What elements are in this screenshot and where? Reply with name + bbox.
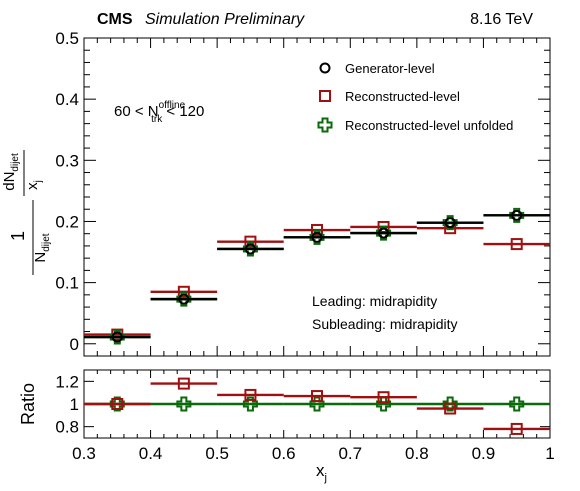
x-tick-label: 0.5 [205, 444, 229, 463]
energy-label: 8.16 TeV [470, 11, 533, 28]
main-data-point [311, 231, 323, 243]
selection-label: 60 < Noffline trk < 120 [114, 100, 204, 125]
leading-note: Leading: midrapidity [312, 293, 437, 309]
ratio-data-point [442, 396, 458, 412]
main-y-tick-label: 0.2 [55, 212, 79, 231]
ratio-data-point [311, 390, 323, 403]
legend-reco-marker [319, 90, 331, 102]
main-data-point [244, 235, 257, 248]
ratio-y-axis-label: Ratio [18, 383, 38, 425]
main-data-point [244, 243, 256, 255]
svg-text:1: 1 [8, 231, 28, 241]
experiment-label: CMS [97, 11, 133, 28]
svg-text:Ndijet: Ndijet [32, 233, 52, 262]
subleading-note: Subleading: midrapidity [312, 316, 458, 332]
ratio-data-point [177, 377, 190, 390]
main-y-tick-label: 0.1 [55, 274, 79, 293]
main-y-tick-label: 0 [70, 335, 79, 354]
main-data-marks [84, 207, 550, 345]
x-tick-label: 0.3 [72, 444, 96, 463]
main-data-point [442, 215, 458, 231]
legend-generator-marker [319, 62, 331, 74]
ratio-data-point [510, 422, 523, 435]
ratio-data-point [377, 391, 390, 404]
main-y-tick-label: 0.3 [55, 151, 79, 170]
main-data-point [311, 224, 323, 237]
x-axis-label: xj [316, 461, 327, 484]
main-axes: 0 0.1 0.2 0.3 0.4 0.5 [55, 29, 551, 356]
main-y-axis-label: 1 Ndijet dNdijet xj [1, 150, 52, 275]
svg-text:xj: xj [24, 180, 44, 190]
legend-generator-label: Generator-level [345, 61, 435, 76]
legend-reco-label: Reconstructed-level [345, 89, 460, 104]
ratio-data-point [244, 388, 257, 401]
ratio-y-tick-label: 1.2 [55, 372, 79, 391]
x-tick-label: 0.4 [139, 444, 163, 463]
x-tick-label: 0.7 [338, 444, 362, 463]
ratio-data-point [109, 396, 125, 412]
main-data-point [178, 293, 190, 305]
main-data-point [509, 207, 525, 223]
status-label: Simulation Preliminary [145, 11, 305, 28]
legend: Generator-level Reconstructed-level Reco… [317, 61, 513, 133]
main-data-point [242, 241, 258, 257]
legend-unfolded-label: Reconstructed-level unfolded [345, 118, 513, 133]
main-data-point [511, 209, 523, 221]
svg-text:dNdijet: dNdijet [1, 153, 21, 191]
ratio-axes: 0.3 0.4 0.5 0.6 0.7 0.8 0.9 1 0.8 1 1.2 [55, 370, 555, 463]
main-data-point [510, 238, 523, 251]
main-data-point [109, 329, 125, 345]
ratio-y-tick-label: 1 [70, 395, 79, 414]
main-y-tick-label: 0.5 [55, 29, 79, 48]
ratio-data-point [242, 396, 258, 412]
x-tick-label: 0.8 [405, 444, 429, 463]
main-y-tick-label: 0.4 [55, 90, 79, 109]
x-tick-label: 0.6 [272, 444, 296, 463]
main-data-point [378, 227, 390, 239]
main-data-point [177, 285, 190, 298]
x-tick-label: 0.9 [472, 444, 496, 463]
ratio-data-marks [84, 377, 550, 435]
main-data-point [111, 331, 123, 343]
ratio-data-point [111, 398, 124, 410]
legend-unfolded-marker [317, 117, 333, 133]
main-data-point [309, 229, 325, 245]
ratio-data-point [176, 396, 192, 412]
x-tick-label: 1 [545, 444, 554, 463]
main-data-point [444, 217, 456, 229]
ratio-data-point [444, 402, 457, 415]
ratio-y-tick-label: 0.8 [55, 418, 79, 437]
ratio-data-point [509, 396, 525, 412]
main-data-point [376, 225, 392, 241]
main-data-point [176, 291, 192, 307]
